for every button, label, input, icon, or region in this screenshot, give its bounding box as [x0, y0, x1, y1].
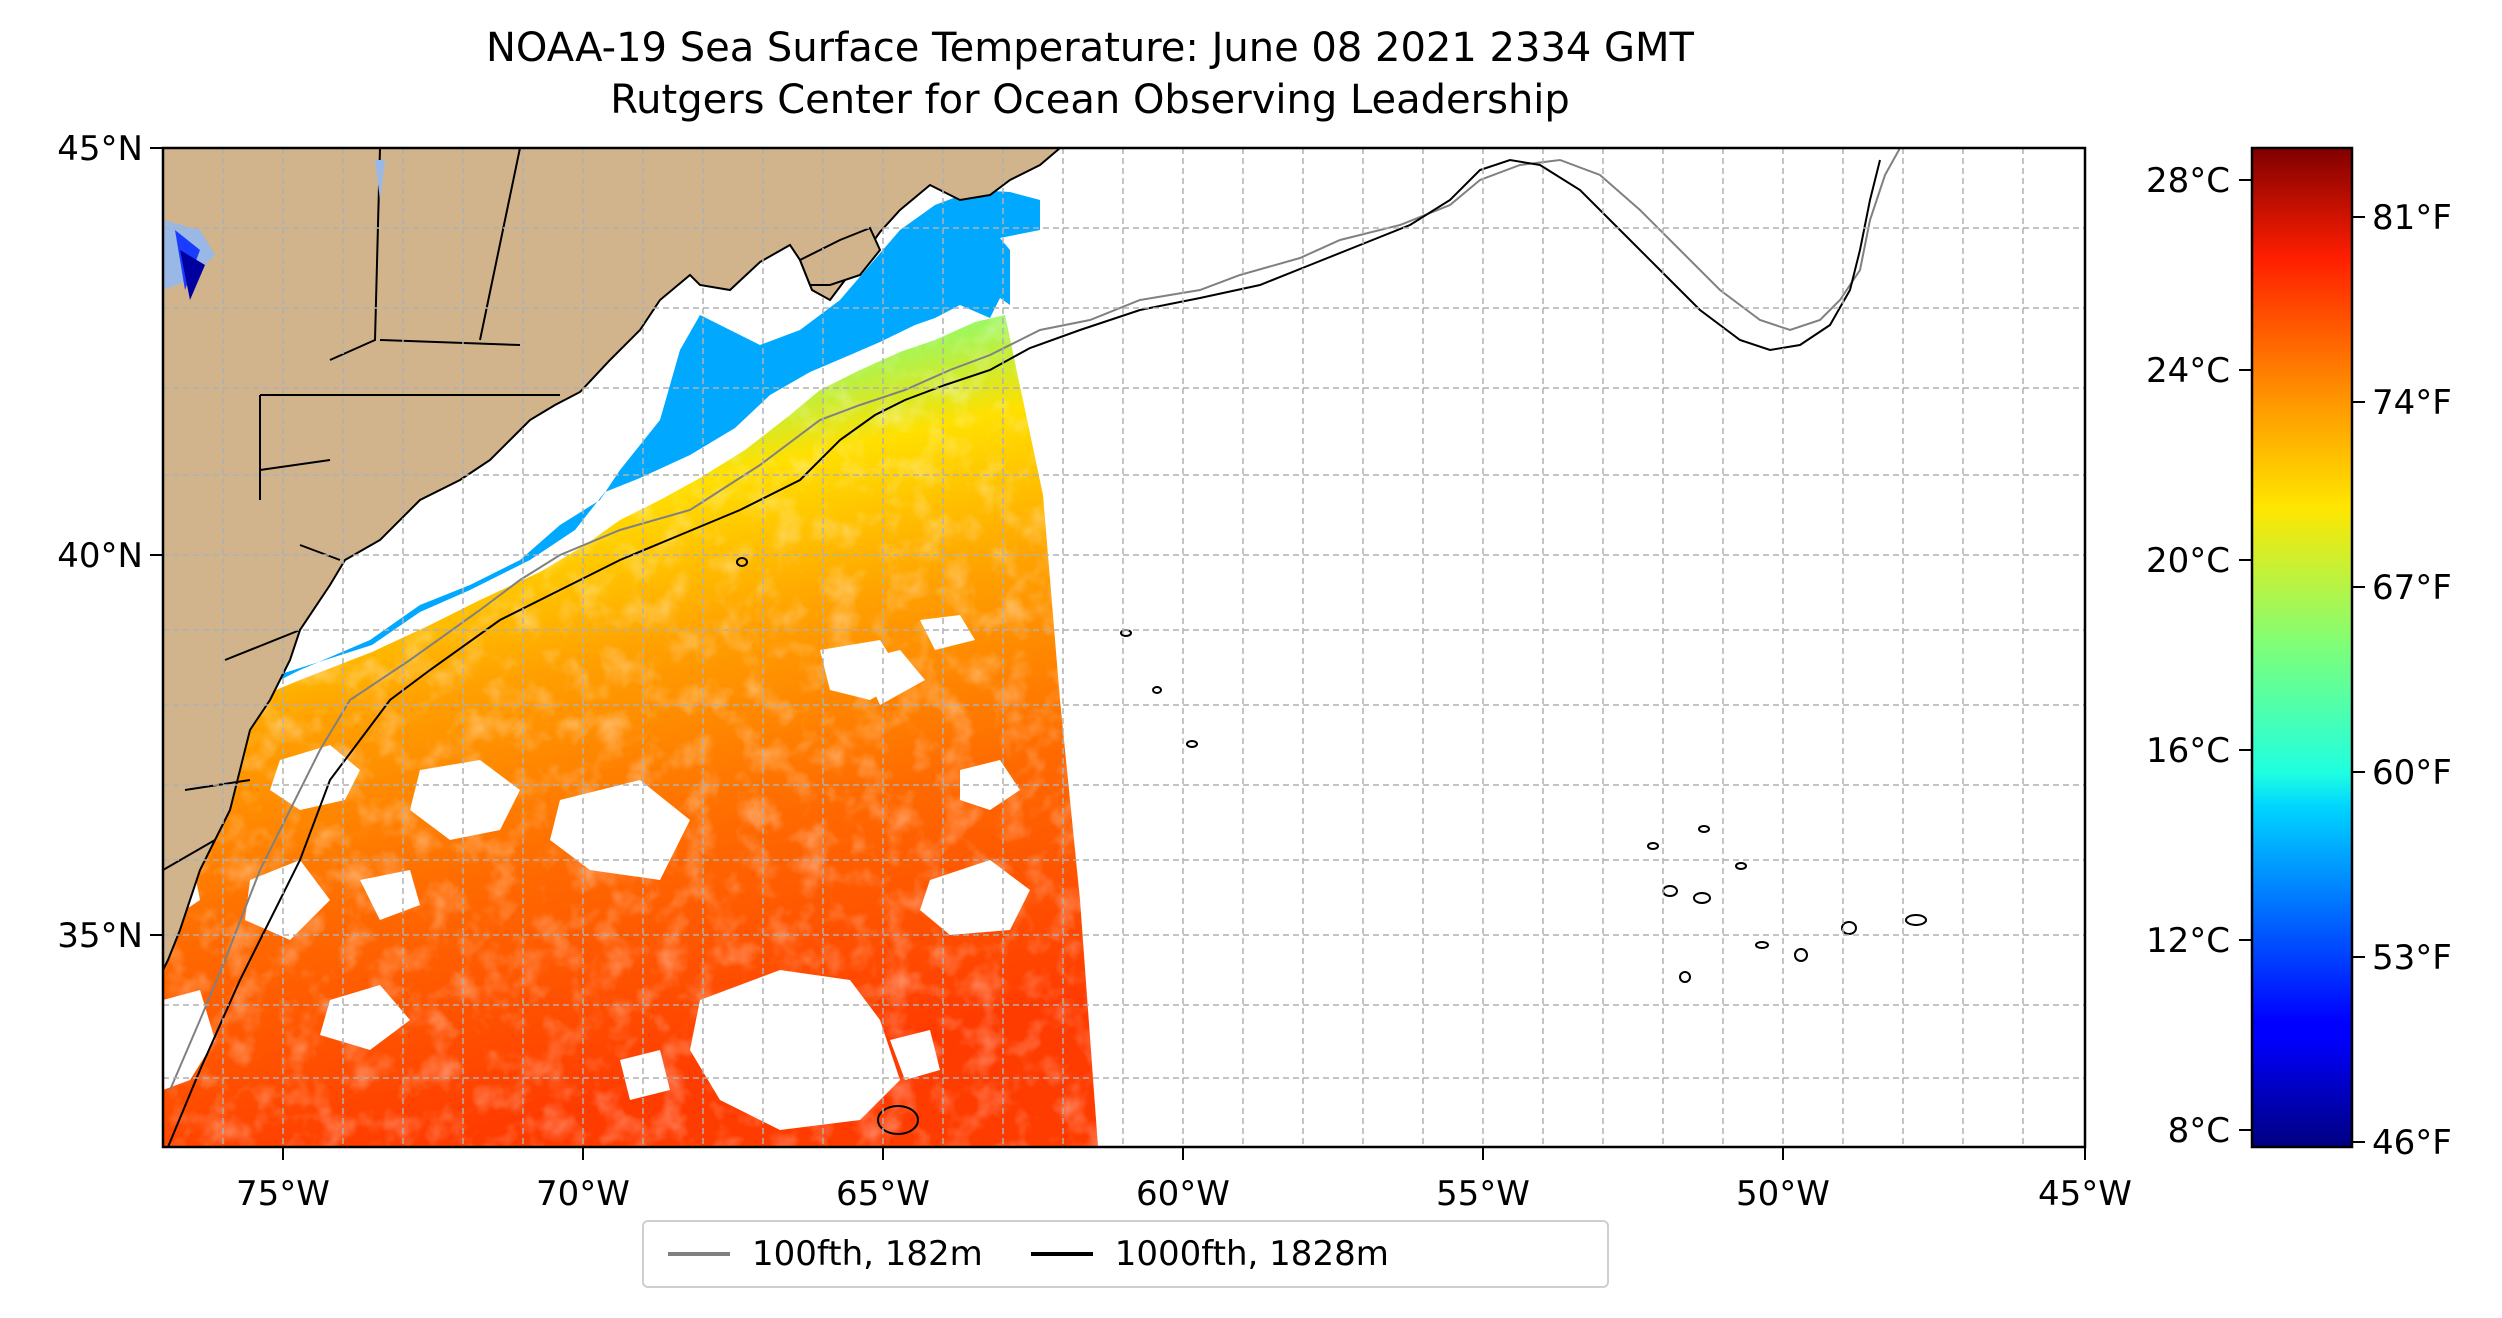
lon-axis [282, 1147, 2086, 1160]
colorbar-celsius-label: 16°C [2146, 731, 2230, 771]
title-line-1: NOAA-19 Sea Surface Temperature: June 08… [485, 25, 1694, 71]
map-panel [163, 148, 2085, 1147]
colorbar-fahrenheit-label: 81°F [2372, 198, 2452, 238]
land-area [163, 148, 1062, 971]
colorbar-fahrenheit-label: 60°F [2372, 753, 2452, 793]
lon-tick-label: 70°W [536, 1174, 630, 1214]
lon-tick-label: 65°W [836, 1174, 930, 1214]
title-line-2: Rutgers Center for Ocean Observing Leade… [610, 77, 1570, 123]
colorbar-celsius-label: 28°C [2146, 161, 2230, 201]
lon-tick-label: 75°W [236, 1174, 330, 1214]
sst-swath [163, 190, 1098, 1147]
lat-axis [150, 147, 163, 936]
lon-tick-label: 50°W [1736, 1174, 1830, 1214]
lat-tick-label: 35°N [57, 916, 143, 956]
colorbar-fahrenheit-label: 67°F [2372, 568, 2452, 608]
colorbar-celsius-label: 12°C [2146, 921, 2230, 961]
bathymetry-contours [167, 148, 1927, 1147]
lat-tick-label: 45°N [57, 129, 143, 169]
legend-item-100fth: 100fth, 182m [644, 1234, 983, 1274]
colorbar: 8°C 12°C 16°C 20°C 24°C 28°C 46°F 53°F 6… [2146, 146, 2452, 1163]
lon-tick-label: 45°W [2038, 1174, 2132, 1214]
colorbar-fahrenheit-label: 53°F [2372, 938, 2452, 978]
contour-1000fth [167, 158, 1881, 1147]
colorbar-celsius-label: 8°C [2168, 1111, 2230, 1151]
lon-tick-label: 55°W [1436, 1174, 1530, 1214]
legend: 100fth, 182m 1000fth, 1828m [642, 1220, 1609, 1288]
contour-100fth [169, 148, 1901, 1091]
gridlines [163, 148, 2085, 1147]
colorbar-fahrenheit-label: 46°F [2372, 1123, 2452, 1163]
legend-item-1000fth: 1000fth, 1828m [1007, 1234, 1389, 1274]
lat-tick-label: 40°N [57, 536, 143, 576]
legend-label: 1000fth, 1828m [1114, 1234, 1389, 1274]
legend-line-gray [668, 1252, 730, 1256]
colorbar-celsius-label: 20°C [2146, 541, 2230, 581]
legend-label: 100fth, 182m [752, 1234, 983, 1274]
map-frame [161, 146, 2087, 1149]
colorbar-celsius-label: 24°C [2146, 351, 2230, 391]
legend-line-black [1030, 1252, 1093, 1256]
lon-tick-label: 60°W [1136, 1174, 1230, 1214]
chart-title: NOAA-19 Sea Surface Temperature: June 08… [0, 22, 2180, 126]
colorbar-fahrenheit-label: 74°F [2372, 383, 2452, 423]
